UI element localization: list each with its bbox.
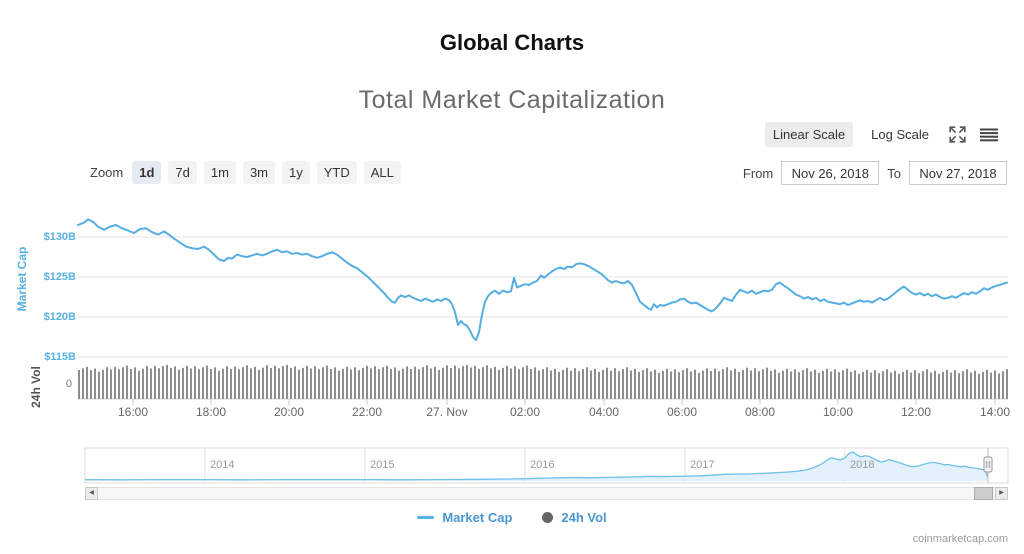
from-date-input[interactable] (781, 161, 880, 185)
scrollbar-thumb[interactable] (974, 487, 993, 500)
navigator-scrollbar[interactable]: ◀ ▶ (85, 487, 1008, 500)
context-menu-icon[interactable] (978, 126, 1000, 144)
zoom-button-1m[interactable]: 1m (203, 161, 236, 184)
scrollbar-left-arrow-icon[interactable]: ◀ (85, 487, 98, 500)
legend-item-24h-vol[interactable]: 24h Vol (542, 510, 607, 525)
x-axis-label: 22:00 (351, 405, 383, 419)
scale-controls: Linear Scale Log Scale (764, 122, 1000, 147)
zoom-button-3m[interactable]: 3m (242, 161, 275, 184)
legend-market-cap-label: Market Cap (442, 510, 513, 525)
y-axis-label: $115B (44, 351, 76, 363)
navigator-year-label: 2018 (850, 459, 875, 471)
zoom-label: Zoom (90, 165, 124, 180)
y-axis-label: $120B (43, 311, 76, 323)
chart-legend: Market Cap 24h Vol (0, 510, 1024, 525)
to-label: To (887, 165, 901, 181)
navigator-year-label: 2016 (530, 459, 555, 471)
page-title: Global Charts (439, 30, 585, 55)
volume-bars (78, 365, 1008, 399)
x-axis-label: 12:00 (900, 405, 932, 419)
market-cap-line-marker-icon (417, 516, 435, 519)
x-axis-label: 27. Nov (426, 405, 468, 419)
navigator-handle[interactable] (983, 456, 993, 473)
date-range-group: From To (743, 161, 1007, 185)
zoom-button-all[interactable]: ALL (363, 161, 401, 184)
zoom-button-1y[interactable]: 1y (282, 161, 310, 184)
x-axis-label: 16:00 (117, 405, 149, 419)
x-axis-label: 18:00 (195, 405, 227, 419)
range-selector: Zoom 1d 7d 1m 3m 1y YTD ALL From To (0, 161, 1024, 187)
x-axis-label: 08:00 (744, 405, 776, 419)
volume-zero-label: 0 (65, 378, 72, 390)
zoom-button-7d[interactable]: 7d (168, 161, 197, 184)
legend-item-market-cap[interactable]: Market Cap (417, 510, 512, 525)
watermark: coinmarketcap.com (912, 533, 1008, 545)
market-cap-line (77, 218, 1008, 342)
fullscreen-icon[interactable] (947, 124, 968, 145)
y-axis-label: $130B (43, 231, 76, 243)
x-axis-label: 14:00 (979, 405, 1011, 419)
from-label: From (742, 165, 774, 181)
x-axis-label: 20:00 (273, 405, 305, 419)
x-axis-label: 02:00 (509, 405, 541, 419)
x-axis-label: 10:00 (822, 405, 854, 419)
zoom-button-1d[interactable]: 1d (132, 161, 162, 184)
navigator-year-label: 2017 (690, 459, 715, 471)
navigator-line (84, 451, 989, 481)
legend-vol-label: 24h Vol (561, 510, 607, 525)
to-date-input[interactable] (909, 161, 1007, 185)
scrollbar-right-arrow-icon[interactable]: ▶ (995, 487, 1008, 500)
navigator-year-label: 2014 (210, 459, 235, 471)
zoom-button-group: Zoom 1d 7d 1m 3m 1y YTD ALL (90, 161, 401, 184)
navigator-frame (84, 447, 1009, 484)
x-axis-label: 04:00 (588, 405, 620, 419)
chart-title: Total Market Capitalization (358, 86, 666, 114)
y-axis-label: $125B (43, 271, 76, 283)
linear-scale-button[interactable]: Linear Scale (764, 122, 854, 147)
x-axis-label: 06:00 (666, 405, 698, 419)
vol-circle-marker-icon (542, 512, 554, 523)
zoom-button-ytd[interactable]: YTD (316, 161, 357, 184)
navigator-year-label: 2015 (370, 459, 395, 471)
log-scale-button[interactable]: Log Scale (871, 127, 929, 142)
